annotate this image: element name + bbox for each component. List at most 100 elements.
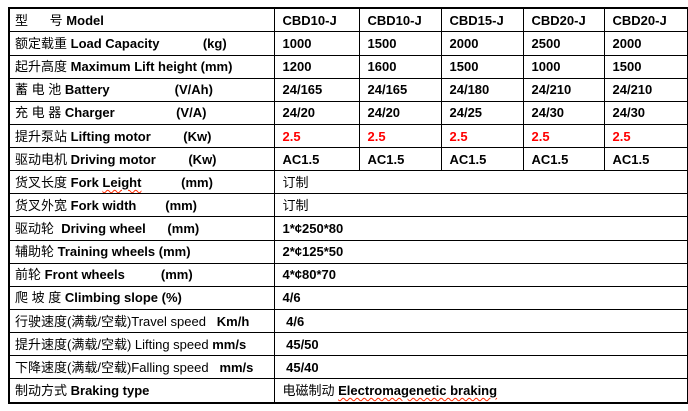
text-part: 型 号: [15, 12, 67, 28]
table-row-travel-speed: 行驶速度(满载/空载)Travel speed Km/h 4/6: [8, 308, 688, 334]
text-part: 提升泵站: [15, 128, 71, 144]
text-part: 2.5: [531, 128, 550, 144]
table-row-driving-motor: 驱动电机 Driving motor (Kw) AC1.5 AC1.5 AC1.5 AC…: [8, 147, 688, 172]
value-charger-col1: 24/20: [273, 100, 360, 125]
text-part: (mm): [141, 174, 213, 190]
value-climbing-slope: 4/6: [273, 285, 688, 310]
value-lifting-motor-col2: 2.5: [358, 123, 442, 149]
value-max-lift-height-col2: 1600: [358, 54, 442, 79]
forklift-spec-table: 型 号 Model CBD10-J CBD10-J CBD15-J CBD20-J CBD…: [8, 7, 688, 404]
table-row-front-wheels: 前轮 Front wheels (mm) 4*¢80*70: [8, 262, 688, 287]
param-label-model: 型 号 Model: [8, 7, 275, 33]
text-part: 24/20: [367, 105, 401, 121]
text-part: Model: [66, 12, 104, 28]
param-label-driving-wheel: 驱动轮 Driving wheel (mm): [8, 216, 275, 241]
value-travel-speed: 4/6: [273, 308, 688, 334]
value-battery-col2: 24/165: [358, 77, 442, 102]
value-driving-wheel: 1*¢250*80: [273, 216, 688, 241]
value-driving-motor-col5: AC1.5: [603, 147, 688, 172]
table-row-max-lift-height: 起升高度 Maximum Lift height (mm) 1200 1600 150…: [8, 54, 688, 79]
value-load-capacity-col1: 1000: [273, 31, 360, 56]
param-label-lifting-speed: 提升速度(满载/空载) Lifting speed mm/s: [8, 332, 275, 357]
value-lifting-motor-col1: 2.5: [273, 123, 360, 149]
text-part: CBD20-J: [612, 12, 667, 28]
value-driving-motor-col3: AC1.5: [440, 147, 524, 172]
param-label-fork-width: 货叉外宽 Fork width (mm): [8, 193, 275, 218]
text-part: Driving wheel (mm): [61, 221, 200, 237]
text-part: 24/30: [531, 105, 565, 121]
table-row-charger: 充 电 器 Charger (V/A) 24/20 24/20 24/25 24/30 2…: [8, 100, 688, 125]
text-part: Km/h: [216, 313, 250, 329]
value-battery-col4: 24/210: [522, 77, 605, 102]
text-part: 下降速度(满载/空载)Falling speed: [15, 359, 220, 375]
text-part: 2.5: [612, 128, 631, 144]
param-label-lifting-motor: 提升泵站 Lifting motor (Kw): [8, 123, 275, 149]
text-part: 1500: [612, 59, 642, 75]
text-part: 45/50: [282, 336, 319, 352]
value-lifting-motor-col4: 2.5: [522, 123, 605, 149]
text-part: Load Capacity (kg): [70, 36, 227, 52]
text-part: 制动方式: [15, 383, 71, 399]
text-part: 4/6: [282, 313, 305, 329]
text-part: 蓄 电 池: [15, 82, 65, 98]
text-part: AC1.5: [531, 151, 569, 167]
value-driving-motor-col2: AC1.5: [358, 147, 442, 172]
text-part: 2000: [612, 36, 642, 52]
text-part: 24/180: [449, 82, 490, 98]
text-part: 24/30: [612, 105, 646, 121]
text-part: 1000: [531, 59, 561, 75]
text-part: Fork: [70, 174, 103, 190]
value-lifting-motor-col5: 2.5: [603, 123, 688, 149]
text-part: CBD15-J: [449, 12, 504, 28]
text-part: Lifting motor (Kw): [70, 128, 212, 144]
value-charger-col2: 24/20: [358, 100, 442, 125]
table-row-fork-length: 货叉长度 Fork Leight (mm) 订制: [8, 170, 688, 195]
text-part: Electromagenetic braking: [338, 383, 498, 399]
text-part: 45/40: [282, 359, 319, 375]
text-part: 2000: [449, 36, 479, 52]
text-part: mm/s: [212, 336, 247, 352]
value-lifting-motor-col3: 2.5: [440, 123, 524, 149]
text-part: AC1.5: [612, 151, 650, 167]
value-training-wheels: 2*¢125*50: [273, 239, 688, 264]
value-model-col3: CBD15-J: [440, 7, 524, 33]
text-part: 前轮: [15, 267, 45, 283]
text-part: 订制: [282, 197, 309, 213]
text-part: Braking type: [70, 383, 150, 399]
value-max-lift-height-col4: 1000: [522, 54, 605, 79]
text-part: 24/210: [531, 82, 572, 98]
text-part: Front wheels (mm): [44, 267, 193, 283]
text-part: 电磁制动: [282, 383, 339, 399]
table-row-braking-type: 制动方式 Braking type 电磁制动 Electromagenetic b…: [8, 378, 688, 404]
spec-table-body: 型 号 Model CBD10-J CBD10-J CBD15-J CBD20-J CBD…: [8, 7, 688, 404]
text-part: Training wheels (mm): [57, 244, 191, 260]
text-part: Driving motor (Kw): [70, 151, 217, 167]
value-charger-col4: 24/30: [522, 100, 605, 125]
text-part: CBD10-J: [282, 12, 337, 28]
param-label-charger: 充 电 器 Charger (V/A): [8, 100, 275, 125]
text-part: 额定载重: [15, 36, 71, 52]
value-battery-col3: 24/180: [440, 77, 524, 102]
table-row-lifting-speed: 提升速度(满载/空载) Lifting speed mm/s 45/50: [8, 332, 688, 357]
value-front-wheels: 4*¢80*70: [273, 262, 688, 287]
table-row-load-capacity: 额定载重 Load Capacity (kg) 1000 1500 2000 2500 2…: [8, 31, 688, 56]
value-charger-col3: 24/25: [440, 100, 524, 125]
value-driving-motor-col4: AC1.5: [522, 147, 605, 172]
text-part: 4*¢80*70: [282, 267, 337, 283]
text-part: 驱动电机: [15, 151, 71, 167]
param-label-climbing-slope: 爬 坡 度 Climbing slope (%): [8, 285, 275, 310]
text-part: 货叉长度: [15, 174, 71, 190]
value-model-col2: CBD10-J: [358, 7, 442, 33]
table-row-lifting-motor: 提升泵站 Lifting motor (Kw) 2.5 2.5 2.5 2.5 2.5: [8, 123, 688, 149]
value-falling-speed: 45/40: [273, 355, 688, 380]
text-part: AC1.5: [449, 151, 487, 167]
text-part: Maximum Lift height (mm): [70, 59, 233, 75]
text-part: mm/s: [219, 359, 254, 375]
text-part: 24/20: [282, 105, 316, 121]
value-model-col4: CBD20-J: [522, 7, 605, 33]
text-part: 提升速度(满载/空载) Lifting speed: [15, 336, 213, 352]
value-battery-col5: 24/210: [603, 77, 688, 102]
text-part: 24/25: [449, 105, 483, 121]
table-row-climbing-slope: 爬 坡 度 Climbing slope (%) 4/6: [8, 285, 688, 310]
text-part: Battery (V/Ah): [64, 82, 213, 98]
